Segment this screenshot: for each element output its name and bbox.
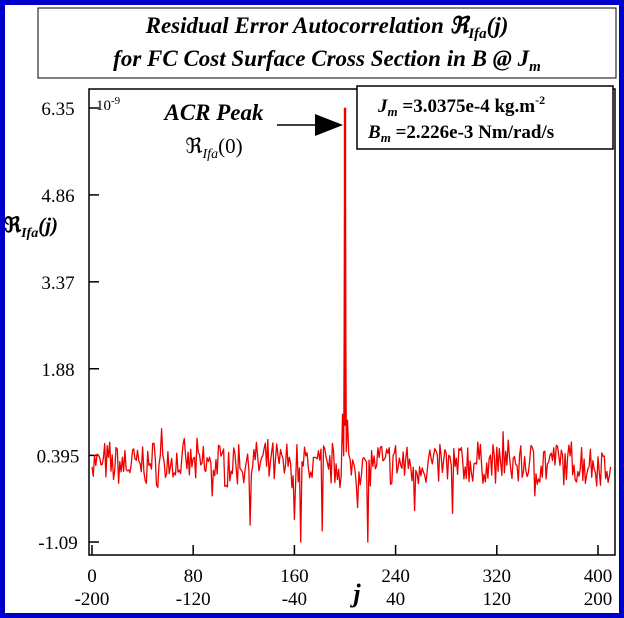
x-tick-label-top: 80	[184, 566, 203, 587]
chart-title-line2: for FC Cost Surface Cross Section in B @…	[113, 46, 541, 75]
x-tick-label-top: 320	[483, 566, 512, 587]
x-tick-label-top: 400	[584, 566, 613, 587]
info-box	[356, 85, 614, 150]
info-row-jm: Jm =3.0375e-4 kg.m-2	[377, 93, 545, 119]
x-tick-label-top: 240	[381, 566, 410, 587]
info-row-bm: Bm =2.226e-3 Nm/rad/s	[367, 122, 554, 145]
ticks-layer: 6.35 4.86 3.37 1.88 0.395 -1.09 0-200 80-120 160…	[37, 99, 613, 610]
chart-title-line1: Residual Error Autocorrelation ℜIfa(j)	[145, 13, 509, 42]
x-tick-label-bottom: 120	[483, 589, 512, 610]
y-tick-label: 3.37	[41, 273, 74, 294]
x-tick-label-bottom: -40	[282, 589, 307, 610]
y-tick-label: 1.88	[41, 360, 74, 381]
x-tick-label-top: 0	[87, 566, 97, 587]
x-tick-label-bottom: 200	[584, 589, 613, 610]
x-tick-label-top: 160	[280, 566, 309, 587]
annotation-arrowhead	[315, 114, 343, 136]
y-tick-label: 0.395	[37, 446, 80, 467]
series-layer	[91, 107, 612, 543]
y-multiplier: 10-9	[96, 95, 121, 114]
plot-area	[88, 88, 616, 556]
annotation-title: ACR Peak	[162, 100, 264, 125]
x-tick-label-bottom: 40	[386, 589, 405, 610]
x-axis-label: j	[349, 579, 361, 608]
acr-series-line	[91, 107, 612, 543]
x-tick-label-bottom: -200	[75, 589, 110, 610]
y-tick-label: 4.86	[41, 186, 74, 207]
annotation-label: ℜIfa(0)	[185, 134, 242, 162]
x-tick-label-bottom: -120	[176, 589, 211, 610]
y-tick-label: 6.35	[41, 99, 74, 120]
y-axis-label: ℜIfa(j)	[4, 213, 58, 241]
title-box	[37, 7, 617, 79]
y-tick-label: -1.09	[38, 533, 78, 554]
